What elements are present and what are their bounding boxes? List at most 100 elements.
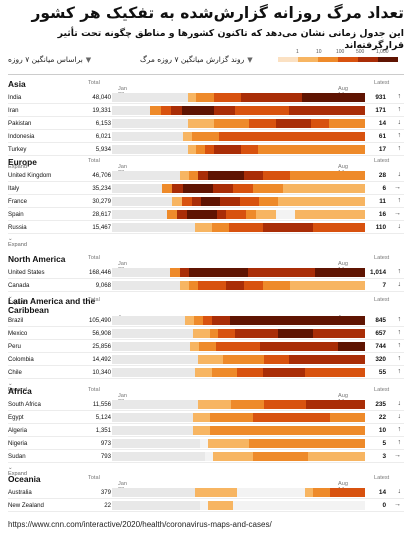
total-deaths: 15,467 — [92, 224, 111, 231]
timeline-segment — [265, 501, 275, 510]
timeline-segment — [297, 400, 307, 409]
timeline-segment — [182, 184, 194, 193]
timeline-segment — [243, 184, 254, 193]
timeline-segment — [355, 355, 365, 364]
timeline-segment — [255, 355, 265, 364]
timeline-segment — [228, 223, 238, 232]
expand-toggle[interactable]: ⌄ Expand — [8, 158, 27, 170]
table-row[interactable]: Spain 28,617 16 → — [8, 208, 404, 221]
timeline-segment — [346, 119, 356, 128]
table-row[interactable]: Russia 15,467 110 ↓ — [8, 221, 404, 234]
table-row[interactable]: Australia 379 14 ↓ — [8, 486, 404, 499]
timeline-segment — [346, 329, 357, 338]
table-row[interactable]: United States 168,446 1,014 ↑ — [8, 266, 404, 279]
timeline-segment — [313, 184, 325, 193]
timeline-segment — [277, 342, 287, 351]
table-row[interactable]: Algeria 1,351 10 ↑ — [8, 424, 404, 437]
timeline-segment — [244, 426, 254, 435]
table-row[interactable]: Nigeria 973 5 ↑ — [8, 437, 404, 450]
table-row[interactable]: Mexico 56,908 657 ↑ — [8, 327, 404, 340]
timeline-segment — [293, 184, 305, 193]
table-row[interactable]: France 30,279 11 ↑ — [8, 195, 404, 208]
timeline-segment — [180, 171, 190, 180]
table-row[interactable]: Sudan 793 3 → — [8, 450, 404, 463]
timeline-segment — [162, 184, 174, 193]
table-row[interactable]: South Africa 11,556 235 ↓ — [8, 398, 404, 411]
table-row[interactable]: Colombia 14,492 320 ↑ — [8, 353, 404, 366]
timeline-segment — [344, 268, 355, 277]
table-row[interactable]: Egypt 5,124 22 ↓ — [8, 411, 404, 424]
timeline-segment — [267, 106, 279, 115]
expand-toggle[interactable]: ⌄ Expand — [8, 381, 27, 393]
timeline-segment — [319, 145, 330, 154]
timeline-bar — [112, 426, 365, 435]
timeline-segment — [304, 223, 314, 232]
country-name: South Africa — [8, 401, 41, 408]
table-row[interactable]: Indonesia 6,021 61 ↑ — [8, 130, 404, 143]
timeline-segment — [312, 413, 322, 422]
timeline-segment — [295, 329, 305, 338]
trend-selector[interactable]: ▼روند گزارش میانگین ۷ روزه مرگ — [140, 52, 256, 68]
row-divider — [8, 194, 404, 195]
timeline-segment — [329, 413, 339, 422]
timeline-bar — [112, 439, 365, 448]
expand-toggle[interactable]: ⌄ Expand — [8, 236, 27, 248]
timeline-segment — [205, 93, 215, 102]
table-row[interactable]: India 48,040 931 ↑ — [8, 91, 404, 104]
expand-toggle[interactable]: ⌄ Expand — [8, 294, 27, 306]
country-name: Canada — [8, 282, 30, 289]
trend-arrow-icon: → — [394, 501, 401, 508]
timeline-segment — [347, 501, 357, 510]
timeline-segment — [338, 329, 348, 338]
timeline-segment — [255, 132, 265, 141]
color-legend: 1 10 100 500 1,000 — [278, 49, 398, 62]
table-row[interactable]: Italy 35,234 6 → — [8, 182, 404, 195]
table-row[interactable]: Brazil 105,490 845 ↑ — [8, 314, 404, 327]
timeline-segment — [337, 93, 347, 102]
table-row[interactable]: Turkey 5,934 17 ↑ — [8, 143, 404, 156]
timeline-segment — [290, 439, 300, 448]
timeline-segment — [187, 93, 197, 102]
average-selector[interactable]: ▼براساس میانگین ۷ روزه — [8, 52, 94, 68]
table-row[interactable]: Pakistan 6,153 14 ↓ — [8, 117, 404, 130]
timeline-segment — [304, 329, 314, 338]
timeline-segment — [289, 400, 299, 409]
timeline-segment — [205, 145, 215, 154]
trend-arrow-icon: ↓ — [397, 488, 402, 495]
table-row[interactable]: Iran 19,331 171 ↑ — [8, 104, 404, 117]
timeline-segment — [222, 400, 232, 409]
timeline-segment — [182, 132, 193, 141]
table-row[interactable]: Peru 25,856 744 ↑ — [8, 340, 404, 353]
timeline-segment — [271, 488, 281, 497]
timeline-segment — [320, 342, 330, 351]
table-row[interactable]: Canada 9,068 7 ↓ — [8, 279, 404, 292]
timeline-segment — [214, 400, 224, 409]
timeline-segment — [354, 281, 365, 290]
table-row[interactable]: New Zealand 22 0 → — [8, 499, 404, 512]
timeline-segment — [355, 400, 365, 409]
timeline-segment — [355, 93, 365, 102]
latest-deaths: 55 — [378, 369, 386, 376]
timeline-segment — [216, 342, 226, 351]
trend-arrow-icon: ↓ — [397, 119, 402, 126]
table-row[interactable]: United Kingdom 46,706 28 ↓ — [8, 169, 404, 182]
timeline-segment — [189, 268, 200, 277]
timeline-segment — [249, 119, 259, 128]
timeline-segment — [169, 268, 181, 277]
timeline-segment — [252, 452, 262, 461]
timeline-segment — [265, 439, 275, 448]
table-row[interactable]: Chile 10,340 55 ↑ — [8, 366, 404, 379]
timeline-segment — [286, 426, 297, 435]
chart-header: تعداد مرگ روزانه گزارش‌شده به تفکیک هر ک… — [8, 0, 404, 64]
timeline-segment — [264, 132, 274, 141]
timeline-segment — [246, 210, 257, 219]
total-deaths: 22 — [104, 502, 111, 509]
expand-toggle[interactable]: ⌄ Expand — [8, 465, 27, 477]
timeline-segment — [282, 439, 291, 448]
timeline-segment — [308, 171, 319, 180]
timeline-segment — [342, 106, 354, 115]
timeline-segment — [256, 316, 267, 325]
timeline-segment — [294, 342, 304, 351]
timeline-segment — [345, 171, 356, 180]
timeline-segment — [232, 501, 242, 510]
